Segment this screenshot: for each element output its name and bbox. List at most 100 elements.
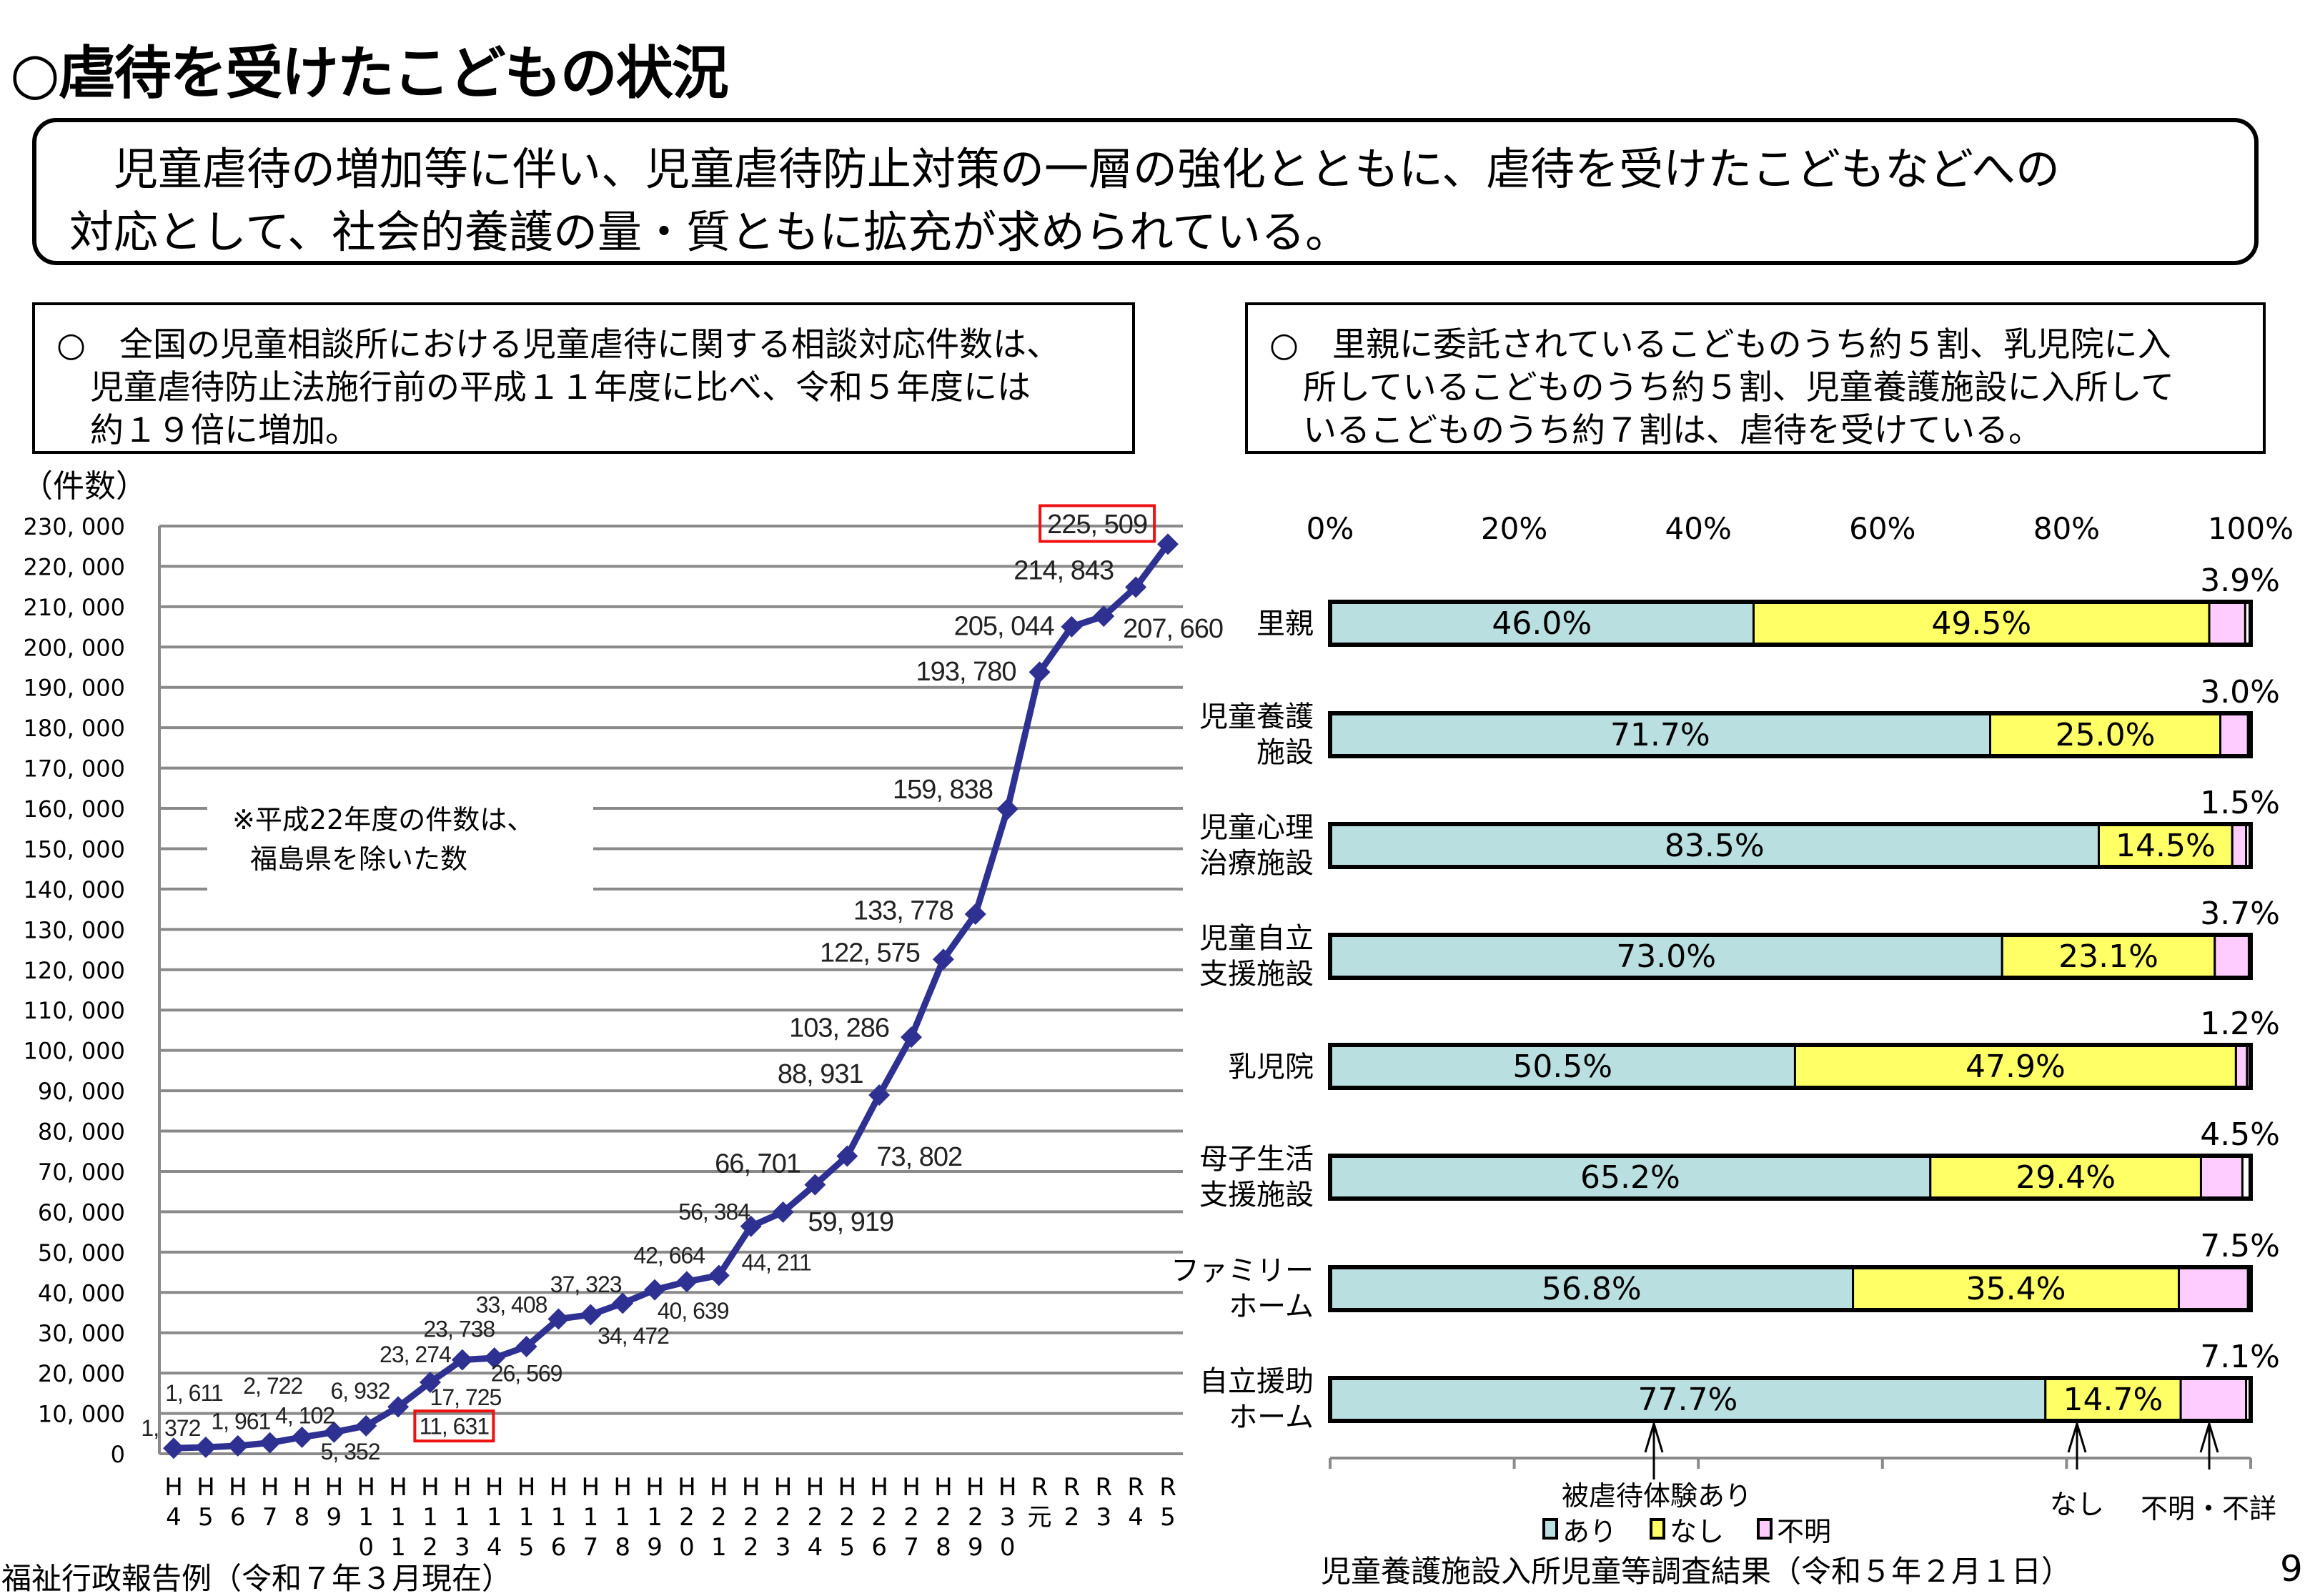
data-point-marker [1028,661,1051,683]
x-tick-label: H11 [389,1473,407,1562]
x-tick-label: H7 [261,1473,279,1532]
data-point-marker [836,1145,858,1167]
x-tick-char: R [1159,1473,1176,1502]
data-point-marker [451,1349,473,1371]
data-point-marker [483,1347,505,1369]
data-point-marker [355,1414,377,1437]
summary-line-1: 児童虐待の増加等に伴い、児童虐待防止対策の一層の強化とともに、虐待を受けたこども… [69,143,2061,195]
highlight-box [413,1409,495,1443]
x-tick-label: H22 [742,1473,760,1562]
x-tick-char: 3 [775,1533,791,1562]
x-tick-char: 1 [583,1503,599,1532]
data-point-marker [868,1084,891,1106]
x-tick-char: 0 [358,1533,374,1562]
x-tick-char: 9 [327,1503,342,1532]
x-tick-char: 2 [743,1533,759,1562]
x-tick-label: H16 [550,1473,568,1562]
x-tick-char: H [966,1473,985,1502]
x-tick-char: H [806,1473,825,1502]
y-tick-label: 100, 000 [24,1038,126,1065]
x-tick-char: 1 [358,1503,374,1532]
annotation-box [207,786,593,893]
data-label: 6, 932 [331,1378,390,1404]
y-tick-label: 140, 000 [24,876,126,903]
data-label: 207, 660 [1123,614,1223,644]
y-tick-label: 40, 000 [38,1279,125,1307]
x-tick-char: R [1064,1473,1081,1502]
x-tick-label: H15 [517,1473,536,1562]
x-tick-char: 1 [519,1503,535,1532]
data-label: 214, 843 [1013,555,1114,585]
x-tick-char: H [261,1473,279,1502]
data-label: 103, 286 [789,1013,889,1043]
y-tick-label: 120, 000 [24,957,126,984]
data-label: 5, 352 [321,1439,380,1464]
x-tick-char: 2 [679,1503,695,1532]
x-tick-char: H [710,1473,728,1502]
y-tick-label: 210, 000 [24,594,126,621]
x-tick-char: 1 [422,1503,438,1532]
data-label: 73, 802 [876,1142,962,1172]
x-tick-char: 1 [455,1503,470,1532]
x-tick-char: H [389,1473,407,1502]
x-tick-char: 9 [647,1533,663,1562]
data-label: 205, 044 [954,611,1055,641]
data-point-marker [1125,576,1147,598]
x-tick-label: H13 [453,1473,472,1562]
x-tick-char: 7 [262,1503,278,1532]
x-tick-label: H12 [421,1473,440,1562]
y-axis-unit-label: （件数） [21,468,147,505]
x-tick-char: 3 [455,1533,470,1562]
data-label: 37, 323 [550,1272,622,1297]
data-label: 59, 919 [808,1207,893,1237]
x-tick-label: H8 [293,1473,312,1532]
x-tick-char: 4 [1128,1503,1144,1532]
x-tick-char: H [197,1473,215,1502]
x-tick-char: 1 [615,1503,630,1532]
y-tick-label: 200, 000 [24,634,126,661]
data-label: 23, 738 [423,1316,495,1342]
note-right-line-1: ○ 里親に委託されているこどものうち約５割、乳児院に入 [1269,325,2171,365]
x-tick-label: H4 [164,1473,183,1532]
x-tick-char: 1 [711,1533,727,1562]
x-tick-char: 4 [166,1503,182,1532]
data-label: 133, 778 [853,896,953,926]
y-tick-label: 160, 000 [24,795,126,823]
x-tick-label: H28 [934,1473,953,1562]
data-point-marker [1061,615,1083,638]
x-tick-char: H [678,1473,696,1502]
x-tick-char: 2 [1064,1503,1080,1532]
x-tick-char: 0 [1000,1533,1016,1562]
x-tick-char: 5 [839,1533,855,1562]
y-tick-label: 220, 000 [24,553,126,580]
data-label: 66, 701 [715,1149,800,1179]
data-label: 1, 611 [165,1380,223,1406]
data-point-marker [932,948,954,971]
summary-line-2: 対応として、社会的養護の量・質ともに拡充が求められている。 [69,206,1350,258]
x-tick-char: 6 [230,1503,246,1532]
x-tick-char: H [229,1473,247,1502]
x-tick-label: H17 [582,1473,600,1562]
data-label: 26, 569 [491,1361,562,1387]
data-label: 23, 274 [380,1342,451,1367]
x-tick-char: R [1127,1473,1144,1502]
x-tick-char: 2 [808,1503,823,1532]
x-tick-char: 3 [1000,1503,1016,1532]
x-tick-char: 6 [871,1533,887,1562]
data-point-marker [708,1264,730,1287]
x-tick-label: H21 [710,1473,728,1562]
x-tick-char: 3 [1096,1503,1111,1532]
x-tick-char: H [613,1473,632,1502]
x-tick-char: 2 [775,1503,791,1532]
data-label: 2, 722 [243,1373,302,1399]
x-tick-char: 5 [198,1503,214,1532]
x-tick-char: 7 [903,1533,919,1562]
x-tick-char: H [357,1473,375,1502]
data-point-marker [612,1292,634,1314]
x-tick-char: 4 [487,1533,502,1562]
data-point-marker [547,1308,570,1330]
x-tick-label: H19 [645,1473,664,1562]
data-point-marker [163,1437,184,1459]
data-label: 88, 931 [778,1059,863,1089]
